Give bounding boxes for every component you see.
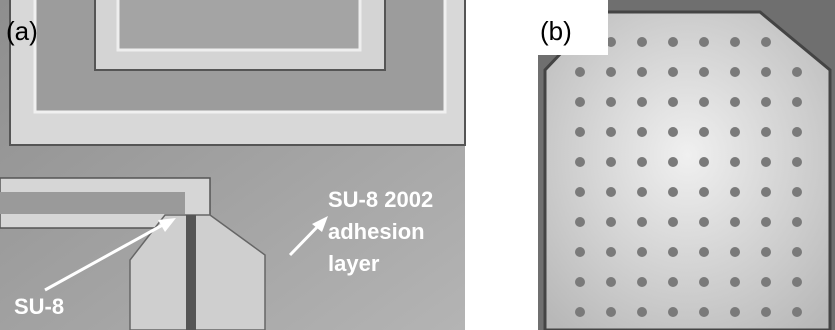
dot [575, 97, 585, 107]
dot [792, 67, 802, 77]
dot [668, 127, 678, 137]
dot [668, 157, 678, 167]
dot [668, 277, 678, 287]
dot [792, 187, 802, 197]
dot [792, 307, 802, 317]
dot [699, 307, 709, 317]
dot [637, 97, 647, 107]
dot [606, 97, 616, 107]
beam-gap [0, 192, 185, 214]
dot [637, 37, 647, 47]
dot [637, 127, 647, 137]
dot [730, 187, 740, 197]
dot [792, 247, 802, 257]
dot [606, 277, 616, 287]
dot [792, 217, 802, 227]
dot [606, 127, 616, 137]
dot [730, 307, 740, 317]
annotation: SU-8 [14, 294, 64, 319]
dot [637, 67, 647, 77]
dot [761, 37, 771, 47]
dot [761, 67, 771, 77]
dot [699, 157, 709, 167]
inner-frame [118, 0, 360, 50]
dot [792, 277, 802, 287]
dot [606, 187, 616, 197]
dot [637, 277, 647, 287]
dot [575, 187, 585, 197]
dot [668, 37, 678, 47]
dot [792, 97, 802, 107]
dot [699, 217, 709, 227]
dot [668, 97, 678, 107]
dot [637, 187, 647, 197]
dot [699, 277, 709, 287]
panel-label: (a) [6, 16, 38, 46]
channel [186, 215, 196, 330]
dot [668, 307, 678, 317]
dot [699, 187, 709, 197]
dot [668, 247, 678, 257]
annotation: adhesion [328, 219, 425, 244]
dot [761, 187, 771, 197]
dot [699, 127, 709, 137]
dot [761, 277, 771, 287]
dot [575, 307, 585, 317]
dot [761, 97, 771, 107]
dot [730, 247, 740, 257]
dot [699, 247, 709, 257]
dot [606, 217, 616, 227]
dot [730, 67, 740, 77]
panel-label: (b) [540, 16, 572, 46]
dot [637, 157, 647, 167]
dot [699, 37, 709, 47]
dot [699, 67, 709, 77]
dot [575, 67, 585, 77]
dot [761, 157, 771, 167]
dot [606, 67, 616, 77]
panel-b: (b) [538, 0, 835, 330]
dot [637, 247, 647, 257]
dot [792, 127, 802, 137]
dot [761, 217, 771, 227]
array-plate [545, 12, 830, 330]
dot [606, 307, 616, 317]
dot [761, 247, 771, 257]
dot [668, 217, 678, 227]
figure: (a) SU-8 2002 adhesion layer SU-8 (b) [0, 0, 835, 330]
dot [575, 247, 585, 257]
dot [730, 127, 740, 137]
dot [730, 277, 740, 287]
dot [730, 217, 740, 227]
dot [761, 127, 771, 137]
page: (a) SU-8 2002 adhesion layer SU-8 (b) ((… [0, 0, 835, 330]
dot [668, 187, 678, 197]
dot [637, 217, 647, 227]
dot [699, 97, 709, 107]
dot [575, 217, 585, 227]
dot [730, 157, 740, 167]
annotation: layer [328, 251, 380, 276]
dot [730, 97, 740, 107]
dot [606, 247, 616, 257]
dot [575, 127, 585, 137]
panel-a: (a) SU-8 2002 adhesion layer SU-8 [0, 0, 465, 330]
dot [637, 307, 647, 317]
dot [606, 157, 616, 167]
dot [575, 157, 585, 167]
dot [575, 277, 585, 287]
annotation: SU-8 2002 [328, 187, 433, 212]
dot [668, 67, 678, 77]
dot [792, 157, 802, 167]
dot [730, 37, 740, 47]
dot [761, 307, 771, 317]
